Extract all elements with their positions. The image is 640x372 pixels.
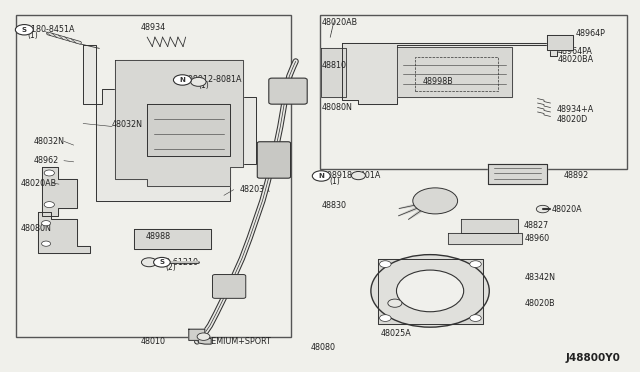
Text: 48032N: 48032N (112, 120, 143, 129)
Text: 48827: 48827 (524, 221, 548, 230)
Text: 48810: 48810 (321, 61, 346, 70)
Text: (1): (1) (330, 177, 340, 186)
Polygon shape (38, 212, 90, 253)
Text: 08110-61210: 08110-61210 (146, 258, 199, 267)
Circle shape (42, 241, 51, 246)
Polygon shape (488, 164, 547, 184)
Text: S: S (22, 27, 27, 33)
Circle shape (312, 171, 330, 181)
FancyBboxPatch shape (212, 275, 246, 298)
Text: N08912-8081A: N08912-8081A (182, 76, 242, 84)
Text: 48342N: 48342N (525, 273, 556, 282)
Circle shape (15, 25, 33, 35)
Text: 48020AB: 48020AB (321, 18, 357, 27)
Polygon shape (83, 45, 256, 201)
Bar (118, 89, 218, 162)
Circle shape (380, 315, 391, 321)
Text: 48892: 48892 (563, 171, 588, 180)
Polygon shape (461, 219, 518, 232)
Text: 48020AB: 48020AB (20, 179, 56, 187)
Text: J48800Y0: J48800Y0 (566, 353, 621, 363)
Circle shape (141, 258, 157, 267)
Polygon shape (448, 233, 522, 244)
Text: 48020BA: 48020BA (558, 55, 594, 64)
Polygon shape (397, 46, 512, 97)
Text: 48988: 48988 (146, 232, 171, 241)
Text: (1): (1) (27, 31, 38, 40)
Text: N: N (179, 77, 186, 83)
Text: 48020B: 48020B (525, 299, 556, 308)
Polygon shape (399, 201, 435, 216)
Text: 48934: 48934 (141, 23, 166, 32)
Polygon shape (134, 229, 211, 249)
Circle shape (44, 170, 54, 176)
Text: 48964PA: 48964PA (558, 47, 593, 56)
Polygon shape (547, 35, 573, 50)
Text: 48025A: 48025A (381, 329, 412, 338)
Polygon shape (189, 329, 211, 344)
Ellipse shape (371, 254, 490, 327)
Polygon shape (342, 43, 557, 104)
Ellipse shape (397, 270, 464, 312)
Text: 48020D: 48020D (557, 115, 588, 124)
Text: 48020A: 48020A (552, 205, 582, 214)
Circle shape (470, 315, 481, 321)
Circle shape (197, 333, 210, 340)
Text: 48080N: 48080N (20, 224, 51, 233)
Circle shape (42, 221, 51, 226)
Bar (415, 57, 498, 91)
Polygon shape (42, 167, 77, 216)
Text: (2): (2) (165, 263, 176, 272)
Circle shape (191, 77, 206, 86)
Circle shape (413, 188, 458, 214)
Text: 48934+A: 48934+A (557, 105, 594, 114)
Polygon shape (321, 48, 346, 97)
Text: 48998B: 48998B (422, 77, 453, 86)
Polygon shape (115, 60, 243, 186)
Text: 48080N: 48080N (321, 103, 352, 112)
FancyBboxPatch shape (257, 142, 291, 178)
Polygon shape (399, 201, 435, 209)
Text: N08918-6401A: N08918-6401A (321, 171, 381, 180)
Text: S: S (159, 259, 164, 265)
Text: 48964P: 48964P (576, 29, 606, 38)
Circle shape (351, 171, 365, 180)
Polygon shape (378, 259, 483, 324)
Text: PREMIUM+SPORT: PREMIUM+SPORT (202, 337, 271, 346)
Polygon shape (147, 104, 230, 156)
Text: 48960: 48960 (525, 234, 550, 243)
Polygon shape (408, 201, 435, 219)
Text: 48032N: 48032N (33, 137, 64, 146)
Circle shape (154, 257, 170, 267)
Circle shape (470, 261, 481, 267)
Text: 08180-8451A: 08180-8451A (21, 25, 75, 34)
Circle shape (388, 299, 402, 307)
Text: 48203A: 48203A (240, 185, 271, 194)
Text: 48010: 48010 (141, 337, 166, 346)
Bar (16, 15, 291, 337)
Circle shape (44, 202, 54, 208)
Circle shape (536, 205, 549, 213)
Text: 48080: 48080 (310, 343, 335, 352)
Text: 48830: 48830 (321, 201, 346, 210)
Circle shape (173, 75, 191, 85)
Text: (1): (1) (198, 81, 209, 90)
Text: N: N (318, 173, 324, 179)
Circle shape (380, 261, 391, 267)
Bar (320, 15, 627, 169)
FancyBboxPatch shape (269, 78, 307, 104)
Text: 48962: 48962 (33, 156, 58, 165)
